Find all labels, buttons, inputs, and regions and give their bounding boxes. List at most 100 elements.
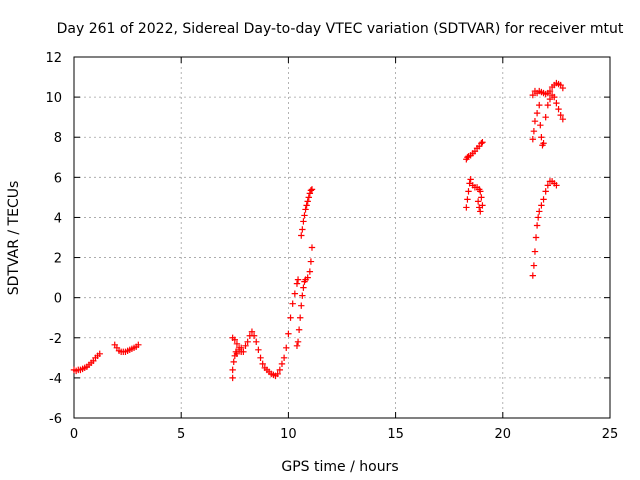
series-arc-1 bbox=[70, 350, 103, 375]
data-point bbox=[96, 350, 103, 358]
data-point bbox=[467, 176, 474, 183]
data-point bbox=[238, 348, 245, 356]
data-point bbox=[542, 188, 549, 195]
series-arc-3 bbox=[229, 276, 302, 382]
data-point bbox=[276, 366, 284, 374]
data-point bbox=[298, 302, 305, 309]
data-point bbox=[532, 234, 540, 241]
data-point bbox=[559, 115, 567, 123]
y-tick-label: 2 bbox=[54, 252, 62, 267]
data-point bbox=[477, 208, 484, 215]
y-tick-label: -4 bbox=[49, 372, 62, 387]
data-point bbox=[305, 194, 312, 201]
data-point bbox=[280, 354, 288, 362]
plot-frame bbox=[73, 56, 611, 419]
data-point bbox=[540, 196, 547, 203]
series-arc-7 bbox=[463, 176, 486, 215]
y-tick-label: -6 bbox=[49, 412, 62, 427]
data-point bbox=[295, 326, 303, 333]
x-tick-label: 0 bbox=[70, 427, 78, 442]
series-arc-9 bbox=[529, 91, 567, 149]
data-point bbox=[463, 204, 470, 211]
data-point bbox=[551, 93, 558, 101]
data-point bbox=[304, 274, 311, 281]
x-tick-label: 25 bbox=[602, 427, 619, 442]
series-arc-8 bbox=[529, 178, 560, 279]
y-tick-label: 10 bbox=[45, 91, 62, 106]
data-point bbox=[544, 182, 552, 189]
y-tick-label: 4 bbox=[54, 211, 62, 226]
data-point bbox=[542, 113, 549, 121]
data-point bbox=[235, 344, 243, 352]
data-point bbox=[308, 244, 316, 251]
data-point bbox=[307, 258, 315, 265]
data-point bbox=[248, 328, 256, 335]
data-point bbox=[257, 354, 264, 362]
data-point bbox=[293, 280, 301, 287]
data-point bbox=[294, 338, 302, 345]
y-tick-label: 0 bbox=[54, 292, 62, 307]
series-arc-3b bbox=[229, 334, 245, 356]
data-point bbox=[300, 218, 307, 225]
data-point bbox=[479, 202, 486, 209]
series-arc-5 bbox=[298, 186, 316, 239]
data-point bbox=[464, 196, 471, 203]
data-point bbox=[294, 276, 302, 283]
data-point bbox=[538, 134, 545, 141]
data-point bbox=[306, 190, 314, 197]
data-point bbox=[135, 341, 142, 348]
data-point bbox=[296, 314, 304, 321]
data-point bbox=[255, 346, 262, 354]
x-tick-label: 10 bbox=[280, 427, 297, 442]
data-point bbox=[536, 101, 543, 109]
data-point bbox=[553, 99, 560, 107]
data-point bbox=[531, 117, 539, 125]
data-point bbox=[229, 366, 236, 374]
data-point bbox=[253, 338, 260, 345]
data-point bbox=[546, 95, 554, 103]
data-point bbox=[546, 87, 554, 95]
x-tick-label: 15 bbox=[387, 427, 404, 442]
data-marks bbox=[70, 79, 567, 382]
data-point bbox=[300, 284, 307, 291]
data-point bbox=[278, 360, 286, 368]
y-tick-label: 8 bbox=[54, 131, 62, 146]
data-point bbox=[474, 198, 482, 205]
data-point bbox=[303, 202, 310, 209]
data-point bbox=[244, 338, 251, 345]
data-point bbox=[308, 186, 316, 193]
data-point bbox=[233, 340, 241, 347]
data-point bbox=[538, 202, 545, 209]
y-tick-labels: -6 -4 -2 0 2 4 6 8 10 12 bbox=[45, 51, 62, 427]
data-point bbox=[298, 232, 305, 239]
grid-lines bbox=[74, 57, 610, 418]
data-point bbox=[287, 314, 294, 321]
chart-title: Day 261 of 2022, Sidereal Day-to-day VTE… bbox=[57, 21, 624, 37]
data-point bbox=[291, 290, 299, 297]
data-point bbox=[293, 342, 301, 349]
y-tick-label: 6 bbox=[54, 171, 62, 186]
data-point bbox=[533, 222, 541, 229]
data-point bbox=[233, 350, 241, 358]
data-point bbox=[537, 121, 544, 129]
series-arc-4 bbox=[293, 244, 316, 349]
data-point bbox=[285, 330, 292, 337]
data-point bbox=[476, 204, 483, 211]
data-point bbox=[304, 198, 311, 205]
series-arc-2 bbox=[111, 341, 142, 356]
data-point bbox=[283, 344, 290, 352]
data-point bbox=[553, 182, 560, 189]
data-point bbox=[533, 109, 541, 117]
data-point bbox=[478, 194, 485, 201]
x-axis-label: GPS time / hours bbox=[281, 459, 398, 475]
data-point bbox=[465, 188, 472, 195]
data-point bbox=[477, 188, 484, 195]
data-point bbox=[307, 187, 315, 194]
y-tick-label: -2 bbox=[49, 332, 62, 347]
data-point bbox=[299, 226, 306, 233]
data-point bbox=[536, 208, 543, 215]
data-point bbox=[559, 84, 567, 92]
series-arc-10 bbox=[529, 79, 567, 99]
data-point bbox=[259, 360, 266, 368]
data-point bbox=[557, 111, 564, 119]
